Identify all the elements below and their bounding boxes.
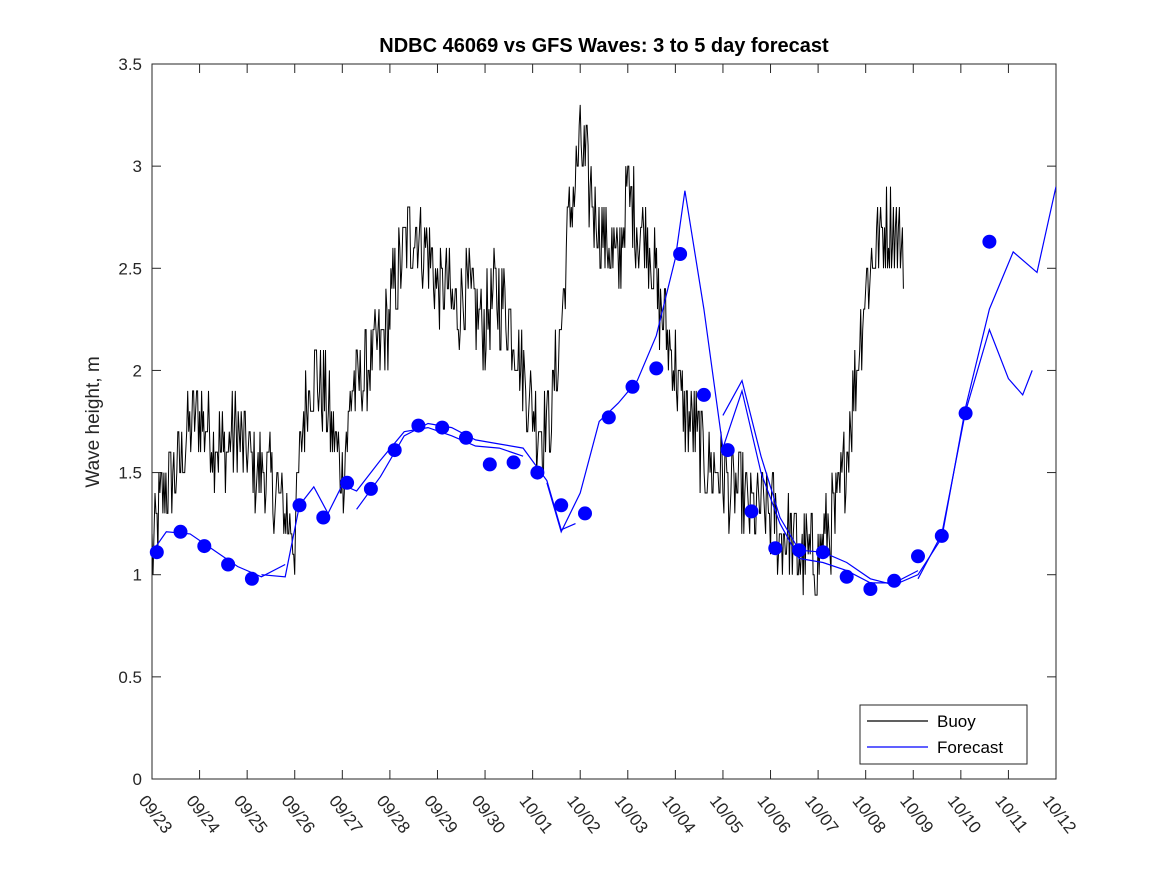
forecast-point	[173, 524, 188, 539]
forecast-point	[768, 541, 783, 556]
x-tick-label: 09/30	[468, 792, 509, 837]
x-tick-label: 09/27	[325, 792, 366, 837]
forecast-point	[244, 571, 259, 586]
x-tick-label: 10/01	[515, 792, 556, 837]
y-tick-label: 3	[133, 157, 142, 176]
y-tick-label: 2	[133, 361, 142, 380]
x-tick-label: 10/07	[801, 792, 842, 837]
x-tick-label: 10/12	[1039, 792, 1080, 837]
buoy-line	[152, 104, 904, 596]
x-tick-label: 10/02	[563, 792, 604, 837]
x-tick-label: 09/24	[182, 792, 223, 837]
forecast-point	[887, 573, 902, 588]
forecast-point	[292, 498, 307, 513]
y-tick-label: 0	[133, 770, 142, 789]
x-tick-label: 09/25	[230, 792, 271, 837]
x-tick-label: 10/08	[849, 792, 890, 837]
forecast-line-4	[546, 190, 919, 584]
legend-label-buoy: Buoy	[937, 712, 976, 731]
forecast-point	[363, 481, 378, 496]
forecast-point	[554, 498, 569, 513]
forecast-point	[530, 465, 545, 480]
forecast-point	[578, 506, 592, 521]
forecast-point	[815, 545, 830, 560]
forecast-point	[934, 528, 949, 543]
x-tick-label: 09/26	[278, 792, 319, 837]
legend-box	[859, 704, 1028, 765]
forecast-point	[911, 549, 925, 564]
y-tick-label: 3.5	[118, 55, 142, 74]
forecast-line-1	[152, 531, 286, 578]
x-tick-label: 09/29	[420, 792, 461, 837]
x-tick-label: 10/04	[658, 792, 699, 837]
x-tick-label: 10/10	[944, 792, 985, 837]
x-tick-label: 09/28	[373, 792, 414, 837]
forecast-point	[696, 387, 711, 402]
forecast-point	[958, 406, 973, 421]
forecast-point	[387, 443, 402, 458]
forecast-point	[863, 582, 878, 596]
forecast-point	[601, 410, 616, 425]
axes-box	[151, 63, 1057, 780]
forecast-point	[673, 247, 688, 261]
x-tick-label: 10/06	[753, 792, 794, 837]
chart-title: NDBC 46069 vs GFS Waves: 3 to 5 day fore…	[379, 35, 829, 57]
y-tick-label: 0.5	[118, 668, 142, 687]
forecast-point	[316, 510, 331, 525]
x-tick-label: 10/11	[991, 792, 1031, 836]
forecast-line-5	[722, 186, 1056, 586]
y-tick-label: 1	[133, 566, 142, 585]
y-tick-label: 1.5	[118, 464, 142, 483]
x-tick-label: 10/09	[896, 792, 937, 837]
forecast-point	[649, 361, 664, 376]
forecast-point	[197, 539, 212, 554]
forecast-point	[340, 475, 355, 490]
x-tick-label: 10/03	[611, 792, 652, 837]
forecast-point	[744, 504, 759, 519]
forecast-point	[411, 418, 426, 433]
x-tick-label: 10/05	[706, 792, 747, 837]
forecast-point	[625, 379, 640, 394]
forecast-point	[435, 420, 450, 435]
y-axis-label: Wave height, m	[83, 356, 104, 487]
forecast-point	[982, 234, 997, 249]
legend-label-forecast: Forecast	[937, 738, 1003, 757]
forecast-point	[720, 443, 735, 458]
forecast-point	[506, 455, 521, 470]
y-tick-label: 2.5	[118, 259, 142, 278]
forecast-point	[221, 557, 236, 572]
forecast-point	[149, 545, 164, 560]
x-tick-label: 09/23	[135, 792, 176, 837]
forecast-point	[792, 543, 807, 558]
forecast-point	[839, 569, 854, 584]
forecast-point	[482, 457, 497, 472]
forecast-point	[459, 430, 473, 445]
legend: Buoy Forecast	[859, 704, 1028, 765]
